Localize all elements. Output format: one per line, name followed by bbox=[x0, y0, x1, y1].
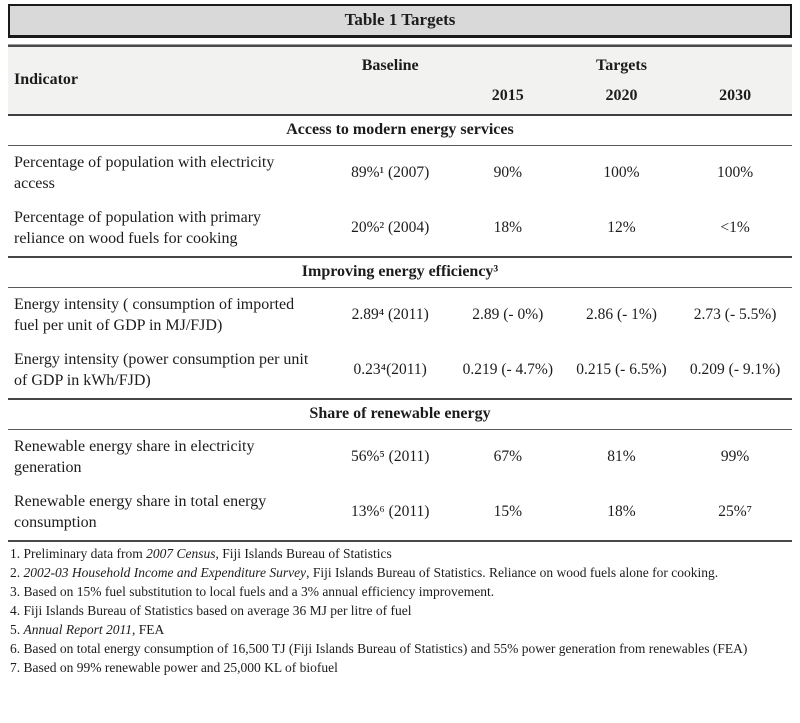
col-header-targets: Targets bbox=[595, 57, 647, 74]
row-indicator: Percentage of population with primary re… bbox=[14, 209, 262, 247]
table-row: Renewable energy share in total energy c… bbox=[8, 485, 792, 540]
section-header: Improving energy efficiency³ bbox=[8, 258, 792, 288]
target-2020-value: 18% bbox=[607, 503, 636, 520]
section-header: Access to modern energy services bbox=[8, 116, 792, 146]
baseline-value: 20%² (2004) bbox=[351, 219, 430, 236]
target-2020-value: 100% bbox=[603, 164, 640, 181]
target-2015-value: 18% bbox=[493, 219, 522, 236]
row-indicator: Percentage of population with electricit… bbox=[14, 154, 275, 192]
row-indicator: Energy intensity (power consumption per … bbox=[14, 351, 309, 389]
target-2030-value: <1% bbox=[720, 219, 750, 236]
target-2020-value: 0.215 (- 6.5%) bbox=[576, 361, 667, 378]
target-2030-value: 25%⁷ bbox=[718, 503, 753, 520]
table-page: Table 1 Targets Indicator Baseline Targe… bbox=[8, 4, 792, 677]
col-header-baseline: Baseline bbox=[361, 57, 419, 74]
col-header-year-2015: 2015 bbox=[491, 87, 524, 104]
baseline-value: 13%⁶ (2011) bbox=[350, 503, 430, 520]
table-row: Percentage of population with primary re… bbox=[8, 201, 792, 256]
target-2020-value: 81% bbox=[607, 448, 636, 465]
section-header: Share of renewable energy bbox=[8, 400, 792, 430]
col-header-targets-group: Targets 2015 2020 2030 bbox=[451, 55, 792, 105]
row-indicator: Renewable energy share in electricity ge… bbox=[14, 438, 255, 476]
baseline-value: 2.89⁴ (2011) bbox=[351, 306, 429, 323]
target-2015-value: 0.219 (- 4.7%) bbox=[462, 361, 553, 378]
baseline-value: 0.23⁴(2011) bbox=[353, 361, 427, 378]
footnotes: 1. Preliminary data from 2007 Census, Fi… bbox=[8, 540, 792, 677]
table-header-row: Indicator Baseline Targets 2015 2020 203… bbox=[8, 47, 792, 116]
col-header-year-2020: 2020 bbox=[605, 87, 638, 104]
table-title-box: Table 1 Targets bbox=[8, 4, 792, 38]
target-2020-value: 2.86 (- 1%) bbox=[585, 306, 657, 323]
target-2030-value: 99% bbox=[720, 448, 750, 465]
baseline-value: 56%⁵ (2011) bbox=[350, 448, 430, 465]
table-row: Energy intensity (power consumption per … bbox=[8, 343, 792, 398]
baseline-value: 89%¹ (2007) bbox=[351, 164, 430, 181]
footnote-6: 6. Based on total energy consumption of … bbox=[10, 641, 748, 656]
target-2015-value: 90% bbox=[493, 164, 522, 181]
col-header-years: 2015 2020 2030 bbox=[451, 87, 792, 105]
footnote-1: 1. Preliminary data from 2007 Census, Fi… bbox=[10, 546, 392, 561]
section-improving-energy-efficiency: Improving energy efficiency³ Energy inte… bbox=[8, 256, 792, 398]
table-row: Energy intensity ( consumption of import… bbox=[8, 288, 792, 343]
row-indicator: Energy intensity ( consumption of import… bbox=[14, 296, 295, 334]
footnote-5: 5. Annual Report 2011, FEA bbox=[10, 622, 165, 637]
footnote-7: 7. Based on 99% renewable power and 25,0… bbox=[10, 660, 338, 675]
target-2030-value: 100% bbox=[717, 164, 754, 181]
table-row: Renewable energy share in electricity ge… bbox=[8, 430, 792, 485]
row-indicator: Renewable energy share in total energy c… bbox=[14, 493, 267, 531]
target-2015-value: 67% bbox=[493, 448, 522, 465]
target-2020-value: 12% bbox=[607, 219, 636, 236]
target-2015-value: 15% bbox=[493, 503, 522, 520]
double-rule bbox=[8, 44, 792, 47]
target-2030-value: 2.73 (- 5.5%) bbox=[693, 306, 777, 323]
section-access-to-modern-energy-services: Access to modern energy services Percent… bbox=[8, 116, 792, 256]
table-title: Table 1 Targets bbox=[344, 10, 456, 29]
footnote-3: 3. Based on 15% fuel substitution to loc… bbox=[10, 584, 495, 599]
footnote-2: 2. 2002-03 Household Income and Expendit… bbox=[10, 565, 719, 580]
target-2030-value: 0.209 (- 9.1%) bbox=[689, 361, 781, 378]
col-header-year-2030: 2030 bbox=[719, 87, 752, 104]
section-share-of-renewable-energy: Share of renewable energy Renewable ener… bbox=[8, 398, 792, 540]
table-row: Percentage of population with electricit… bbox=[8, 146, 792, 201]
col-header-indicator: Indicator bbox=[14, 71, 78, 88]
footnote-4: 4. Fiji Islands Bureau of Statistics bas… bbox=[10, 603, 412, 618]
target-2015-value: 2.89 (- 0%) bbox=[472, 306, 544, 323]
